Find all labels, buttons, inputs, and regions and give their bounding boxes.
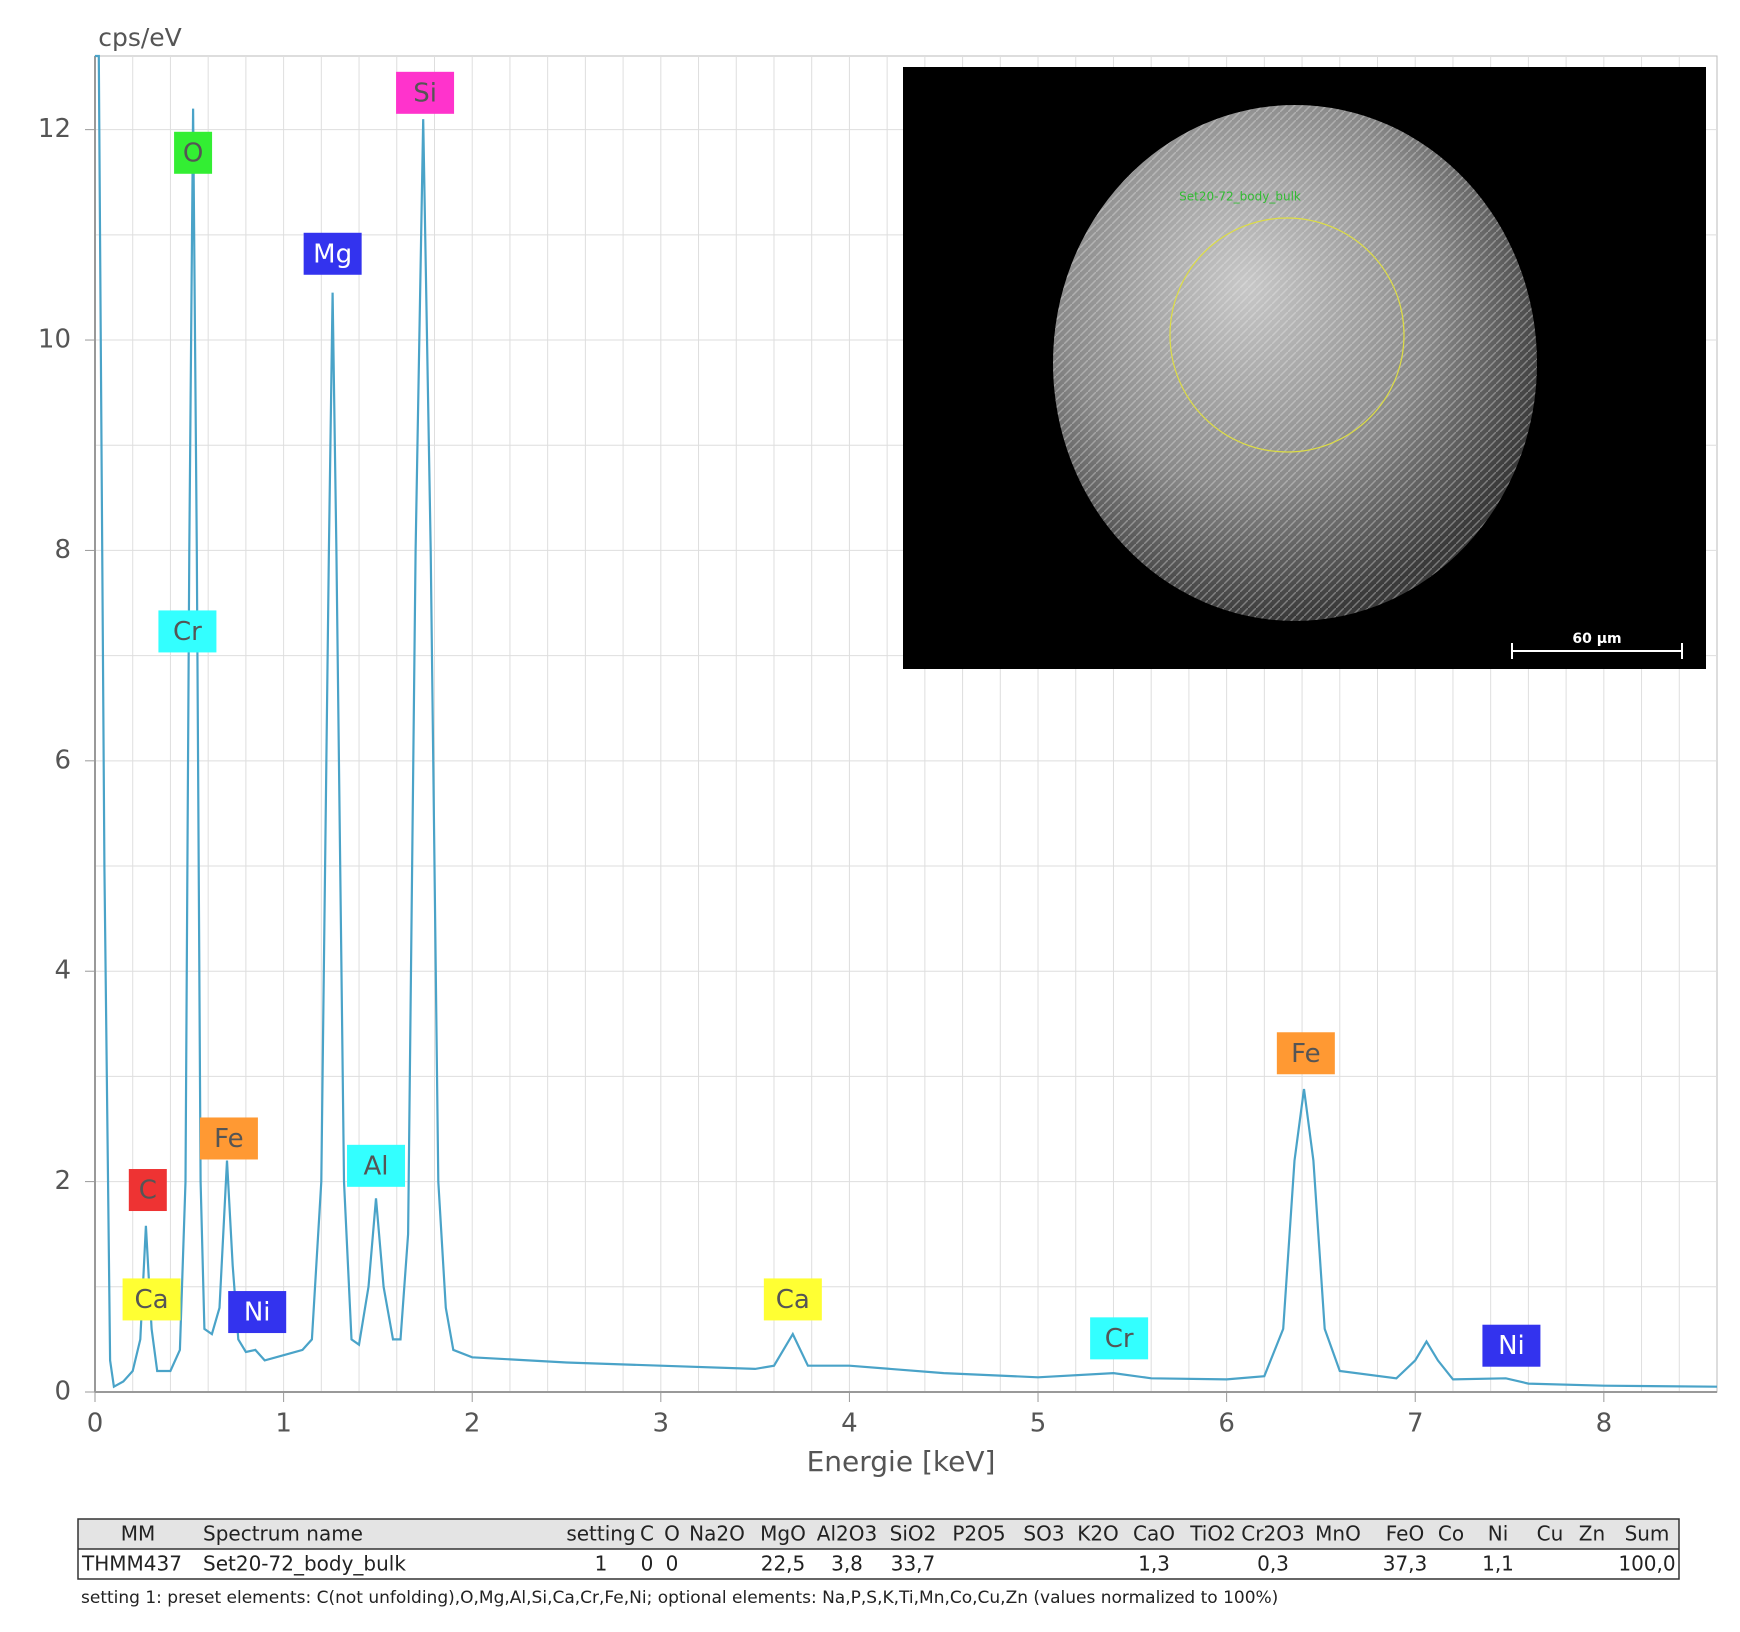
peak-label-box [347,1144,406,1187]
peak-label: C [139,1176,157,1206]
table-header: SiO2 [890,1522,937,1546]
table-header: Cr2O3 [1241,1522,1304,1546]
table-header: Co [1438,1522,1464,1546]
peak-label: Cr [173,617,202,647]
peak-label-box [1090,1317,1149,1360]
peak-label-box [1482,1324,1541,1367]
table-cell: 100,0 [1618,1552,1675,1576]
peak-label: Fe [1291,1039,1321,1069]
table-cell: 33,7 [891,1552,936,1576]
peak-label-box [122,1278,181,1321]
y-tick-label: 0 [54,1377,71,1407]
peak-label: Cr [1105,1324,1134,1354]
x-tick-label: 7 [1407,1409,1424,1439]
peak-label: Fe [214,1124,244,1154]
table-header: MgO [760,1522,806,1546]
peak-label-box [199,1117,258,1160]
table-cell: 1,3 [1138,1552,1170,1576]
y-tick-label: 8 [54,535,71,565]
table-cell: 37,3 [1383,1552,1428,1576]
table-header: Cu [1537,1522,1564,1546]
table-cell: 1 [595,1552,608,1576]
table-header-bg [78,1519,1679,1549]
peak-label-box [228,1291,287,1334]
table-header: SO3 [1023,1522,1064,1546]
table-header: TiO2 [1189,1522,1236,1546]
table-cell: Set20-72_body_bulk [203,1552,406,1576]
y-tick-label: 2 [54,1166,71,1196]
x-tick-label: 5 [1030,1409,1047,1439]
table-header: Ni [1488,1522,1509,1546]
peak-label-box [174,131,213,174]
x-tick-label: 0 [87,1409,104,1439]
peak-label: Si [413,78,437,108]
table-header: MM [121,1522,156,1546]
table-header: Spectrum name [203,1522,363,1546]
table-header: MnO [1315,1522,1361,1546]
x-tick-label: 8 [1596,1409,1613,1439]
scale-label: 60 µm [1572,631,1621,647]
y-tick-label: 12 [38,114,71,144]
table-cell: THMM437 [81,1552,182,1576]
peak-label: Ni [244,1298,271,1328]
table-header: Zn [1579,1522,1605,1546]
table-header: Al2O3 [817,1522,877,1546]
x-tick-label: 6 [1218,1409,1235,1439]
peak-label-box [303,232,362,275]
table-cell: 0 [641,1552,654,1576]
table-cell: 3,8 [831,1552,863,1576]
x-tick-label: 3 [653,1409,670,1439]
x-tick-label: 2 [464,1409,481,1439]
peak-label: Ca [776,1285,810,1315]
measure-area [1169,217,1405,453]
table-header: FeO [1386,1522,1424,1546]
sem-image: Set20-72_body_bulk 60 µm [903,67,1706,669]
x-axis-label: Energie [keV] [807,1445,996,1478]
y-tick-label: 4 [54,956,71,986]
spectrum-line [95,54,1718,1389]
peak-label-box [128,1169,167,1212]
y-axis-label: cps/eV [98,23,182,52]
peak-label: Al [364,1151,389,1181]
table-note: setting 1: preset elements: C(not unfold… [81,1588,1278,1608]
table-cell: 1,1 [1482,1552,1514,1576]
table-header: K2O [1077,1522,1119,1546]
table-cell: 0 [666,1552,679,1576]
table-header: O [664,1522,680,1546]
x-tick-label: 1 [275,1409,292,1439]
peak-label-box [1276,1032,1335,1075]
peak-label: Ca [135,1285,169,1315]
y-tick-label: 6 [54,745,71,775]
table-header: C [640,1522,654,1546]
table-cell: 0,3 [1257,1552,1289,1576]
x-tick-label: 4 [841,1409,858,1439]
peak-label-box [158,610,217,653]
particle-texture [1053,105,1537,621]
table-header: CaO [1133,1522,1175,1546]
peak-label-box [763,1278,822,1321]
peak-label: O [183,138,203,168]
table-header: Sum [1625,1522,1670,1546]
table-header: setting [566,1522,635,1546]
y-tick-label: 10 [38,325,71,355]
peak-label: Ni [1498,1331,1525,1361]
peak-label-box [396,71,455,114]
area-label: Set20-72_body_bulk [1179,190,1301,204]
peak-label: Mg [313,239,352,269]
table-header: P2O5 [952,1522,1005,1546]
table-cell: 22,5 [761,1552,806,1576]
table-header: Na2O [689,1522,745,1546]
